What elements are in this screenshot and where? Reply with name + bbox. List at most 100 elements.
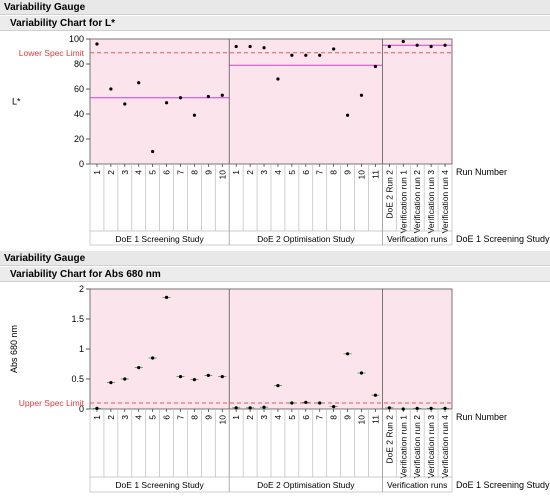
chart-1-title[interactable]: Variability Chart for L* (0, 16, 550, 31)
spec-limit-label: Lower Spec Limit (19, 48, 85, 58)
data-point (206, 94, 210, 99)
run-label: 8 (329, 415, 339, 420)
run-label: 4 (134, 415, 144, 420)
y-axis-label: Abs 680 nm (9, 325, 19, 373)
data-point (443, 43, 447, 47)
data-point (290, 401, 294, 405)
data-point (304, 53, 308, 57)
data-point (345, 352, 350, 356)
y-tick-label: 20 (74, 134, 84, 144)
data-point (359, 371, 364, 375)
data-point (109, 87, 113, 91)
plot-area (89, 38, 453, 165)
data-point (95, 42, 99, 46)
data-point (234, 44, 238, 49)
run-label: 8 (189, 170, 199, 175)
data-point (234, 406, 238, 410)
run-label: Verification run 3 (426, 170, 436, 234)
run-label: 4 (273, 415, 283, 420)
data-point (276, 384, 280, 388)
x-level-label: Run Number (456, 412, 507, 422)
run-label: 10 (217, 170, 227, 180)
y-tick-label: 1.5 (71, 314, 84, 324)
data-point (123, 102, 127, 106)
data-point (359, 93, 364, 97)
run-label: 11 (370, 170, 380, 179)
run-label: DoE 2 Run 2 (384, 170, 394, 219)
run-label: Verification run 1 (398, 170, 408, 234)
run-label: 4 (134, 170, 144, 175)
data-point (429, 44, 433, 49)
run-label: 4 (273, 170, 283, 175)
data-point (178, 375, 183, 379)
run-label: Verification run 4 (440, 415, 450, 479)
run-label: 9 (203, 170, 213, 175)
group-level-label: DoE 1 Screening Study (456, 234, 550, 244)
data-point (276, 77, 280, 81)
run-label: 1 (92, 170, 102, 175)
y-tick-label: 0 (79, 404, 84, 414)
data-point (192, 378, 197, 382)
run-label: 9 (203, 415, 213, 420)
run-label: Verification run 2 (412, 170, 422, 234)
data-point (137, 366, 141, 370)
data-point (443, 406, 447, 410)
data-point (415, 43, 419, 47)
run-label: 8 (189, 415, 199, 420)
run-label: 9 (343, 170, 353, 175)
y-tick-label: 80 (74, 59, 84, 69)
data-point (151, 356, 155, 360)
data-point (415, 406, 419, 410)
run-label: 5 (287, 415, 297, 420)
y-tick-label: 0.5 (71, 374, 84, 384)
run-label: 7 (315, 415, 325, 420)
run-label: 3 (259, 170, 269, 175)
chart-2-title[interactable]: Variability Chart for Abs 680 nm (0, 267, 550, 282)
run-label: 2 (106, 170, 116, 175)
data-point (123, 377, 127, 381)
group-label: DoE 2 Optimisation Study (257, 234, 355, 244)
run-label: 6 (301, 415, 311, 420)
data-point (290, 53, 294, 57)
chart-1-header[interactable]: Variability Gauge (0, 0, 550, 15)
run-label: Verification run 4 (440, 170, 450, 234)
run-label: 5 (148, 170, 158, 175)
run-label: 1 (231, 415, 241, 420)
run-label: 3 (120, 170, 130, 175)
chart-2-header[interactable]: Variability Gauge (0, 251, 550, 266)
data-point (248, 406, 252, 410)
spec-limit-label: Upper Spec Limit (19, 398, 85, 408)
y-tick-label: 0 (79, 159, 84, 169)
group-label: DoE 1 Screening Study (115, 234, 204, 244)
data-point (318, 401, 322, 405)
data-point (220, 93, 224, 97)
y-tick-label: 60 (74, 84, 84, 94)
data-point (318, 53, 322, 57)
y-axis-label: L* (12, 97, 21, 107)
run-label: 6 (301, 170, 311, 175)
run-label: 1 (92, 415, 102, 420)
data-point (178, 96, 183, 100)
data-point (373, 393, 378, 397)
run-label: 6 (162, 415, 172, 420)
data-point (220, 375, 224, 379)
run-label: 10 (357, 415, 367, 425)
data-point (137, 81, 141, 85)
run-label: 11 (370, 415, 380, 424)
data-point (401, 407, 405, 411)
group-label: Verification runs (387, 234, 447, 244)
y-tick-label: 40 (74, 109, 84, 119)
data-point (332, 47, 336, 51)
run-label: 3 (259, 415, 269, 420)
run-label: 3 (120, 415, 130, 420)
plot-area (89, 288, 453, 410)
run-label: Verification run 3 (426, 415, 436, 479)
data-point (262, 405, 266, 409)
group-label: Verification runs (387, 480, 447, 490)
run-label: 2 (245, 415, 255, 420)
run-label: DoE 2 Run 2 (384, 415, 394, 464)
run-label: 2 (245, 170, 255, 175)
data-point (192, 113, 197, 117)
